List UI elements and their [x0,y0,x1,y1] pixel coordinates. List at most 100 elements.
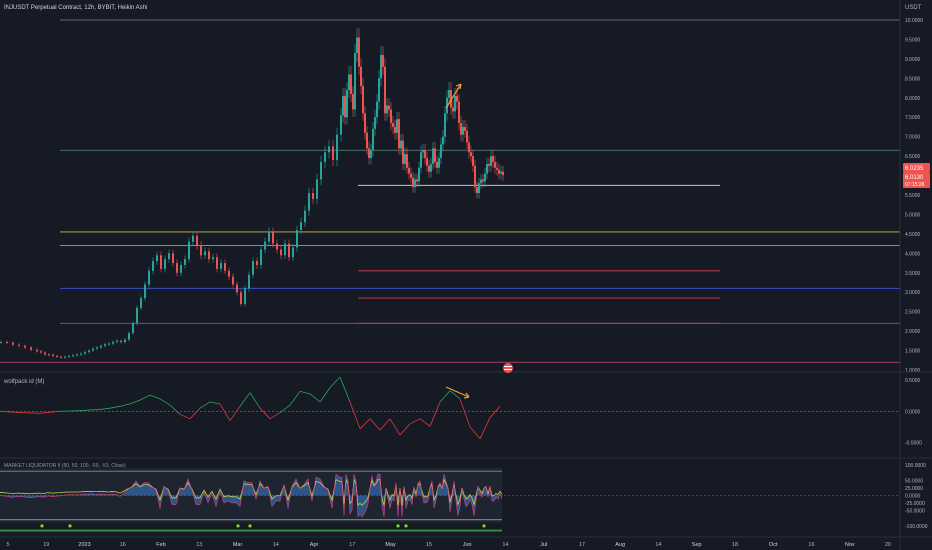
candle-body [456,95,458,102]
candle-body [124,339,126,342]
candle-body [428,165,430,172]
candle-body [350,74,352,94]
wolfpack-segment [369,418,381,431]
candle-body [486,163,488,174]
time-tick-label: Sep [692,542,702,548]
candle-body [312,193,314,199]
candle-body [472,156,474,166]
candle-body [384,66,386,114]
time-tick-label: 5 [6,542,9,548]
candle-body [444,113,446,137]
time-tick-label: 18 [732,542,738,548]
wolfpack-segment [239,392,251,407]
candle-body [466,130,468,143]
candle-body [360,66,362,87]
candle-body [390,109,392,124]
wolfpack-segment [289,391,301,406]
candle-body [422,150,424,153]
candle-body [402,140,404,164]
candle-body [440,144,442,159]
candle-body [112,342,114,344]
candle-body [400,140,402,149]
candle-body [346,90,348,118]
price-tick-label: 4.0000 [905,251,921,257]
candle-body [412,177,414,188]
liquidator-area-blue [0,474,502,517]
time-tick-label: Jun [463,542,472,548]
wolfpack-segment [329,376,341,388]
wolfpack-label[interactable]: wolfpack id (M) [3,379,44,385]
candle-body [216,257,218,269]
signal-dot [404,524,408,528]
candle-body [320,161,322,180]
signal-dot [236,524,240,528]
candle-body [364,113,366,133]
time-tick-label: 17 [579,542,585,548]
candle-body [260,249,262,265]
wolfpack-segment [419,418,431,427]
annotation-arrow[interactable] [445,83,462,109]
wolfpack-segment [159,398,171,406]
candle-body [482,179,484,182]
price-tick-label: 10.0000 [905,18,923,24]
liquidator-tick-label: -25.0000 [905,501,925,507]
time-tick-label: 19 [43,542,49,548]
annotation-arrow[interactable] [445,386,470,398]
time-tick-label: 16 [808,542,814,548]
time-tick-label: 14 [502,542,508,548]
candle-body [160,255,162,269]
candle-body [366,132,368,149]
wolfpack-segment [209,401,221,405]
candle-body [478,183,480,194]
candle-body [376,101,378,118]
time-tick-label: Jul [540,542,547,548]
chart-title: INJUSDT Perpetual Contract, 12h, BYBIT, … [4,5,147,11]
candle-body [164,259,166,269]
candle-body [208,251,210,260]
wolfpack-segment [109,405,121,409]
candle-body [380,55,382,79]
wolfpack-segment [399,423,411,436]
candle-body [420,152,422,168]
price-tick-label: 6.5000 [905,154,921,160]
candle-body [502,171,504,176]
candle-body [48,354,50,356]
wolfpack-segment [479,417,491,439]
wolfpack-segment [489,406,501,418]
candle-body [342,95,344,116]
candle-body [498,169,500,174]
time-tick-label: 15 [426,542,432,548]
candle-body [88,350,90,353]
candle-body [470,152,472,157]
candle-body [56,356,58,357]
candle-body [236,284,238,293]
candlestick-series [0,28,504,359]
candle-body [386,105,388,114]
time-tick-label: Apr [310,542,319,548]
market-liquidator-label[interactable]: MARKET LIQUIDATOR II (50, 50, 100, -60, … [4,463,126,469]
candle-body [268,231,270,242]
candle-body [452,107,454,112]
candle-body [368,148,370,159]
candle-body [248,274,250,289]
last-price-badge [903,163,930,172]
signal-dot [482,524,486,528]
candle-body [340,115,342,135]
liquidator-line-pink [0,473,503,518]
candle-body [316,179,318,199]
candle-body [64,356,66,358]
candle-body [474,165,476,188]
candle-body [276,243,278,250]
arrow-head-icon [463,392,470,399]
wolfpack-segment [139,394,151,401]
candle-body [188,241,190,260]
candle-body [370,150,372,159]
wolfpack-segment [0,410,21,413]
wolfpack-segment [319,387,331,403]
signal-dot [396,524,400,528]
price-tick-label: 2.5000 [905,310,921,316]
economic-event-icon[interactable] [503,363,513,373]
price-tick-label: 9.5000 [905,37,921,43]
